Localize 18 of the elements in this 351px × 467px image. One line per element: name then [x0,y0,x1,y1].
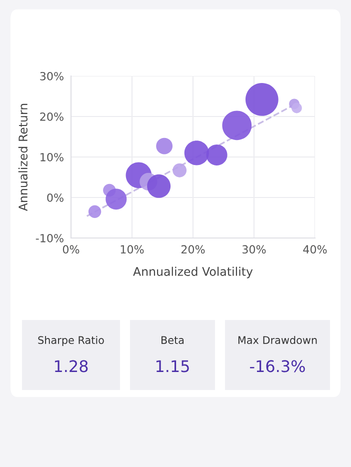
text: Max Drawdown [238,336,317,344]
y-tick-label: 10% [40,152,64,162]
x-tick-label: 40% [303,245,327,254]
text: Sharpe Ratio [38,336,104,346]
y-tick-label: 0% [47,193,64,202]
x-tick-label: 20% [181,245,205,254]
text: 1.28 [54,360,88,372]
x-tick-label: 30% [242,245,266,254]
x-axis-title: Annualized Volatility [133,266,253,278]
x-tick-label: 10% [120,245,144,254]
y-tick-label: 30% [40,72,64,80]
y-tick-label: 20% [40,112,64,121]
text: -16.3% [250,360,305,372]
text: Beta [162,336,184,344]
text: 1.15 [156,360,189,372]
y-axis-title: Annualized Return [18,104,28,212]
x-tick-label: 0% [62,245,80,254]
y-tick-label: -10% [36,234,64,242]
